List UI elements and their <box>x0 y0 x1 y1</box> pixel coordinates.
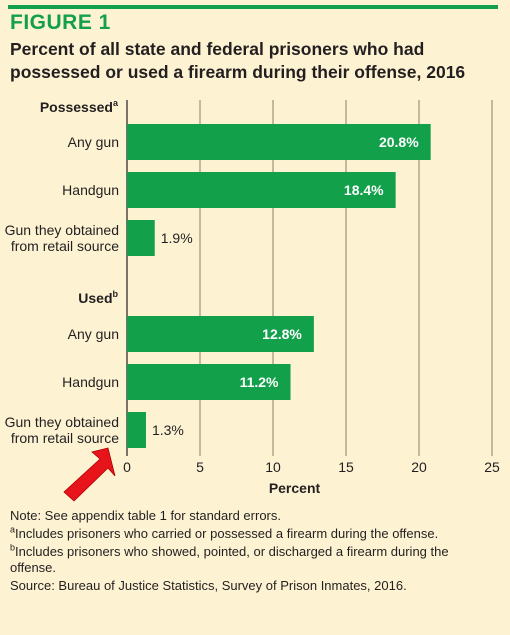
x-tick-label: 20 <box>411 459 427 475</box>
x-tick-label: 15 <box>338 459 354 475</box>
figure-label: FIGURE 1 <box>10 11 111 34</box>
x-tick-label: 25 <box>484 459 500 475</box>
value-label: 1.3% <box>152 422 184 438</box>
category-label: Gun they obtained <box>5 414 119 430</box>
footnote-a-mark: a <box>10 524 16 535</box>
x-axis-title: Percent <box>269 480 321 496</box>
footnote-b-text: Includes prisoners who showed, pointed, … <box>10 544 449 575</box>
footnote-a: aIncludes prisoners who carried or posse… <box>10 524 490 542</box>
group-header-possessed: Possesseda <box>40 98 119 115</box>
notes: Note: See appendix table 1 for standard … <box>10 508 490 594</box>
bar-used-2 <box>127 364 291 400</box>
footnote-b: bIncludes prisoners who showed, pointed,… <box>10 542 490 576</box>
note-standard-errors: Note: See appendix table 1 for standard … <box>10 508 281 523</box>
footnote-b-mark: b <box>10 542 16 553</box>
bar-possessed-2 <box>127 172 396 208</box>
category-label: Any gun <box>68 326 119 342</box>
chart-title: Percent of all state and federal prisone… <box>10 39 466 82</box>
x-tick-label: 5 <box>196 459 204 475</box>
category-label: Handgun <box>62 182 119 198</box>
value-label: 1.9% <box>161 230 193 246</box>
bar-chart: Possesseda Any gun 20.8% Handgun 18.4% Gun th… <box>5 98 500 502</box>
category-label: from retail source <box>11 238 119 254</box>
value-label: 18.4% <box>344 182 384 198</box>
category-label: Gun they obtained <box>5 222 119 238</box>
x-tick-label: 0 <box>123 459 131 475</box>
category-label: Any gun <box>68 134 119 150</box>
bar-possessed-3 <box>127 220 155 256</box>
category-label: from retail source <box>11 430 119 446</box>
top-rule <box>8 5 498 9</box>
value-label: 12.8% <box>262 326 302 342</box>
value-label: 20.8% <box>379 134 419 150</box>
source-note: Source: Bureau of Justice Statistics, Su… <box>10 578 407 593</box>
footnote-a-text: Includes prisoners who carried or posses… <box>15 526 439 541</box>
x-tick-label: 10 <box>265 459 281 475</box>
bar-used-3 <box>127 412 146 448</box>
red-arrow-annotation <box>63 447 116 502</box>
value-label: 11.2% <box>240 374 279 390</box>
bar-used-1 <box>127 316 314 352</box>
bar-possessed-1 <box>127 124 431 160</box>
group-header-used: Usedb <box>78 289 118 306</box>
category-label: Handgun <box>62 374 119 390</box>
